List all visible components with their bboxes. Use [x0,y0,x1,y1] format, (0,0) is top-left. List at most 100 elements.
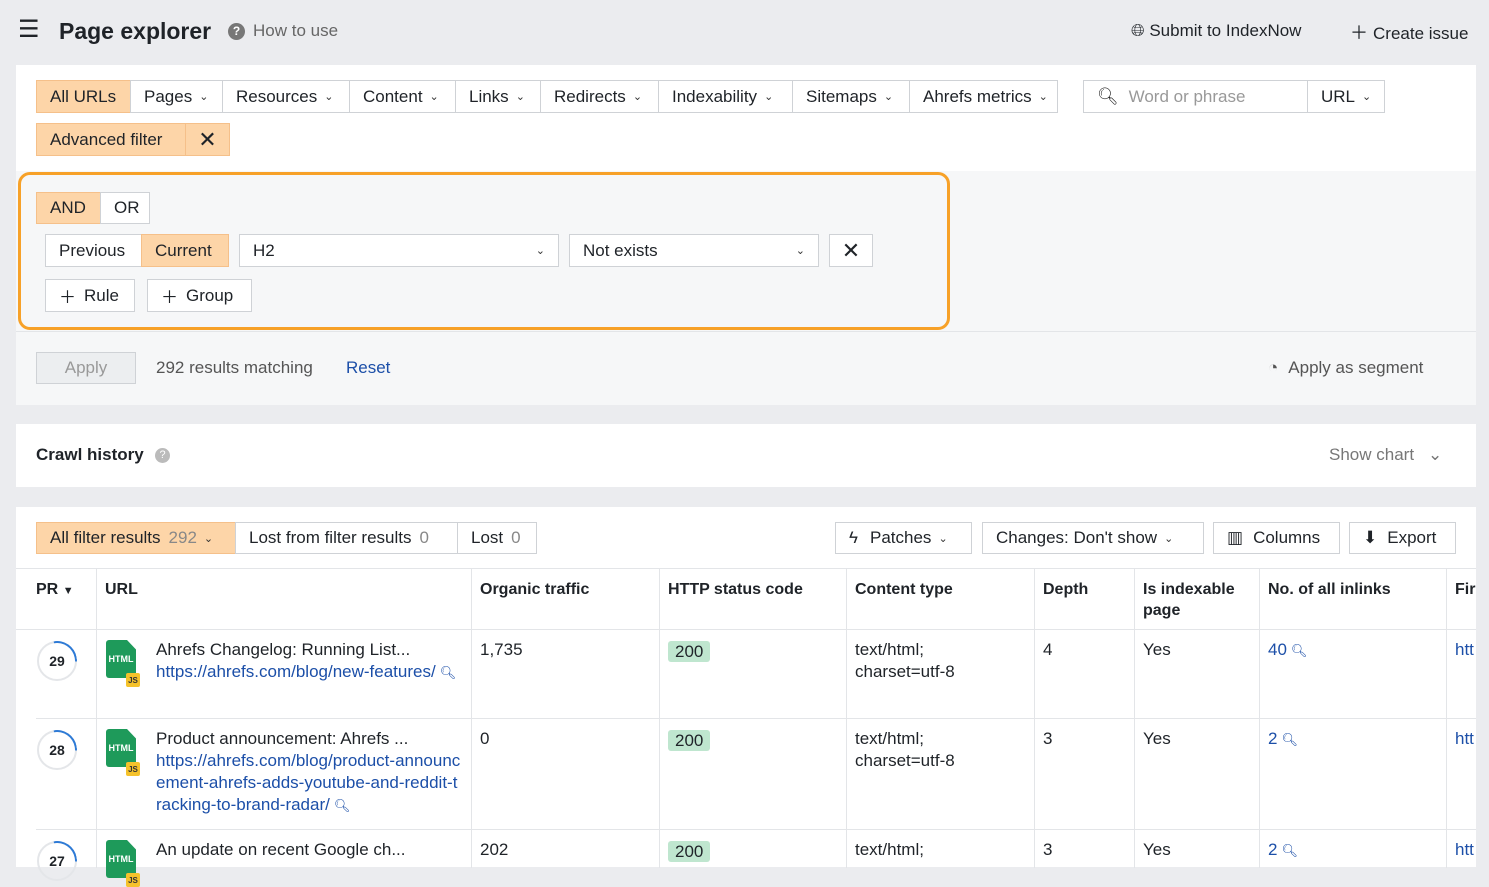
tab-resources[interactable]: Resources ⌄ [222,80,350,113]
patches-button[interactable]: ϟ Patches ⌄ [835,522,972,554]
status-badge: 200 [668,730,711,751]
chevron-down-icon: ⌄ [883,91,894,103]
show-chart-toggle[interactable]: Show chart ⌄ [1329,445,1443,464]
chevron-down-icon: ⌄ [795,245,805,257]
crawl-history-panel: Crawl history ? Show chart ⌄ [16,424,1476,487]
add-group-button[interactable]: ＋ Group [147,279,252,312]
close-advanced-filter-button[interactable]: ✕ [185,123,230,156]
page-title: Ahrefs Changelog: Running List... [156,640,411,659]
js-badge-icon: JS [126,762,140,776]
add-rule-button[interactable]: ＋ Rule [45,279,135,312]
url-link[interactable]: https://ahrefs.com/blog/product-announce… [156,751,461,814]
tab-redirects[interactable]: Redirects ⌄ [540,80,659,113]
search-icon[interactable]: 🔍︎ [1281,732,1298,747]
page-title: Product announcement: Ahrefs ... [156,729,409,748]
results-panel: All filter results 292 ⌄ Lost from filter r… [16,507,1476,887]
tab-links[interactable]: Links ⌄ [455,80,541,113]
help-icon: ? [228,22,245,40]
url-link[interactable]: https://ahrefs.com/blog/new-features/🔍︎ [156,662,457,681]
inlinks-link[interactable]: 2 🔍︎ [1268,729,1298,748]
column-header[interactable]: URL [105,581,138,598]
js-badge-icon: JS [126,673,140,687]
how-to-use-link[interactable]: ? How to use [228,21,338,41]
chevron-down-icon: ⌄ [632,91,643,103]
results-table: PR ▼ URL Organic traffic HTTP status code Co… [16,568,1476,887]
columns-button[interactable]: ▥ Columns [1213,522,1340,554]
pr-gauge: 27 [37,841,77,881]
search-input[interactable]: 🔍︎ Word or phrase [1083,80,1308,113]
create-issue-button[interactable]: ＋ Create issue [1350,23,1469,43]
search-icon[interactable]: 🔍︎ [1290,643,1308,658]
pr-gauge: 29 [37,641,77,681]
tab-all-urls[interactable]: All URLs [36,80,131,113]
html-file-icon: HTML [106,729,136,767]
chevron-down-icon: ⌄ [1428,445,1443,464]
globe-icon: 🌐︎ [1131,21,1150,40]
pie-chart-icon: ◔ [1268,358,1279,377]
column-header[interactable]: Fir [1455,581,1476,598]
search-icon[interactable]: 🔍︎ [1281,843,1298,858]
column-header[interactable]: No. of all inlinks [1268,581,1391,598]
results-tab[interactable]: Lost from filter results 0 [235,522,458,554]
current-toggle[interactable]: Current [141,234,229,267]
plus-icon: ＋ [59,288,76,307]
inlinks-link[interactable]: 2 🔍︎ [1268,840,1298,859]
export-button[interactable]: ⬇ Export [1349,522,1456,554]
pr-gauge: 28 [37,730,77,770]
column-header[interactable]: Organic traffic [480,581,590,598]
advanced-filter-button[interactable]: Advanced filter [36,123,186,156]
lightning-icon: ϟ [849,528,858,547]
apply-segment-button[interactable]: ◔ Apply as segment [1268,358,1424,377]
field-dropdown[interactable]: H2 ⌄ [239,234,559,267]
chevron-down-icon: ⌄ [1038,91,1048,103]
page-title: Page explorer [59,18,212,44]
changes-dropdown[interactable]: Changes: Don't show ⌄ [982,522,1204,554]
page-title: An update on recent Google ch... [156,840,406,859]
search-mode-dropdown[interactable]: URL ⌄ [1307,80,1385,113]
status-badge: 200 [668,641,711,662]
tab-ahrefs-metrics[interactable]: Ahrefs metrics ⌄ [909,80,1058,113]
submit-indexnow-button[interactable]: 🌐︎ Submit to IndexNow [1131,21,1302,40]
columns-icon: ▥ [1227,528,1244,547]
chevron-down-icon: ⌄ [429,91,439,103]
chevron-down-icon: ⌄ [324,91,334,103]
apply-button[interactable]: Apply [36,352,136,384]
sort-desc-icon: ▼ [62,585,74,597]
tab-content[interactable]: Content ⌄ [349,80,456,113]
column-header[interactable]: Content type [855,581,953,598]
column-header[interactable]: Is indexable page [1143,581,1235,619]
previous-toggle[interactable]: Previous [45,234,142,267]
js-badge-icon: JS [126,873,140,887]
chevron-down-icon: ⌄ [535,245,545,257]
reset-link[interactable]: Reset [346,358,391,377]
close-icon: ✕ [198,126,217,152]
and-toggle[interactable]: AND [36,192,101,224]
chevron-down-icon: ⌄ [764,91,774,103]
search-icon: 🔍︎ [1097,86,1119,106]
search-icon[interactable]: 🔍︎ [439,665,457,680]
search-icon[interactable]: 🔍︎ [333,798,351,813]
results-tab[interactable]: All filter results 292 ⌄ [36,522,236,554]
column-header[interactable]: PR ▼ [36,581,74,598]
plus-icon: ＋ [1350,23,1374,43]
menu-icon[interactable]: ☰ [18,16,40,43]
remove-rule-button[interactable]: ✕ [829,234,873,267]
chevron-down-icon: ⌄ [199,91,209,103]
results-tab[interactable]: Lost 0 [457,522,537,554]
inlinks-link[interactable]: 40 🔍︎ [1268,640,1308,659]
condition-dropdown[interactable]: Not exists ⌄ [569,234,819,267]
column-header[interactable]: HTTP status code [668,581,803,598]
help-icon: ? [155,448,170,463]
tab-indexability[interactable]: Indexability ⌄ [658,80,793,113]
tab-pages[interactable]: Pages ⌄ [130,80,223,113]
or-toggle[interactable]: OR [100,192,150,224]
status-badge: 200 [668,841,711,862]
export-icon: ⬇ [1363,528,1378,547]
column-header[interactable]: Depth [1043,581,1089,598]
plus-icon: ＋ [161,288,178,307]
close-icon: ✕ [841,237,861,263]
results-count: 292 results matching [156,358,313,377]
tab-sitemaps[interactable]: Sitemaps ⌄ [792,80,910,113]
chevron-down-icon: ⌄ [515,91,525,103]
filter-rule-box [18,172,950,330]
